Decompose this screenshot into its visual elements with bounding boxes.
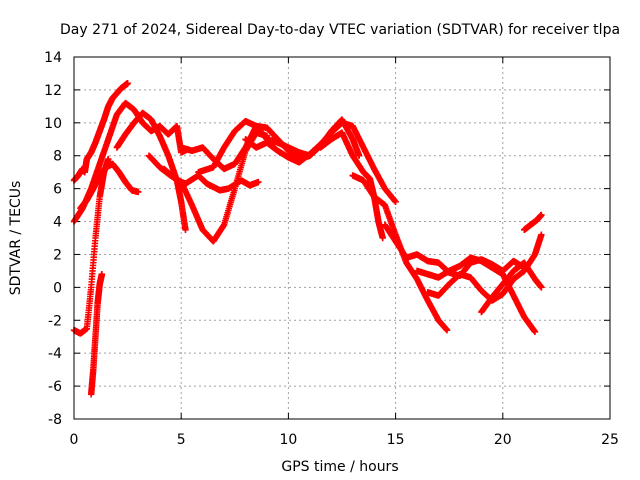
series-arc-9 [160,165,262,194]
y-tick-label: -2 [48,313,62,329]
y-tick-label: 4 [53,215,62,231]
data-point [98,271,106,278]
x-tick-label: 15 [387,432,405,448]
y-tick-label: 2 [53,247,62,263]
y-tick-label: -4 [48,346,62,362]
chart-title: Day 271 of 2024, Sidereal Day-to-day VTE… [60,22,620,38]
data-point [538,231,545,238]
x-tick-label: 5 [177,432,186,448]
y-tick-label: 0 [53,280,62,296]
series-arc-5 [77,160,142,212]
plot-area [70,80,545,398]
y-tick-label: 8 [53,149,62,165]
y-tick-label: 6 [53,182,62,198]
data-point [135,188,142,196]
data-point [182,226,189,233]
x-tick-label: 25 [601,432,619,448]
series-arc-17 [478,259,545,316]
x-tick-label: 10 [279,432,297,448]
y-tick-label: 10 [44,116,62,132]
plot-frame [73,56,611,420]
data-point [392,198,399,205]
y-tick-label: -6 [48,379,62,395]
x-tick-label: 0 [70,432,79,448]
series-arc-2 [70,80,131,184]
y-tick-label: -8 [48,412,62,428]
data-point [355,152,363,159]
y-tick-label: 14 [44,50,62,66]
series-arc-18 [521,211,545,233]
series-arc-4 [87,271,106,398]
series-arc-15 [413,254,539,335]
series-arc-3 [70,155,112,337]
series-arc-12 [317,129,386,242]
x-axis-label: GPS time / hours [281,459,398,475]
data-point [379,234,386,242]
data-point [124,80,131,87]
y-tick-label: 12 [44,83,62,99]
data-point [538,211,545,219]
axis-ticks: 0 5 10 15 20 25 -8 -6 -4 -2 0 2 4 6 8 10 12 14 [44,50,619,448]
y-axis-label: SDTVAR / TECUs [8,181,24,296]
data-point [255,178,262,186]
data-point [443,326,451,334]
data-point [105,155,112,163]
data-point [531,328,539,335]
x-tick-label: 20 [494,432,512,448]
grid [74,57,610,419]
data-point [538,284,545,291]
